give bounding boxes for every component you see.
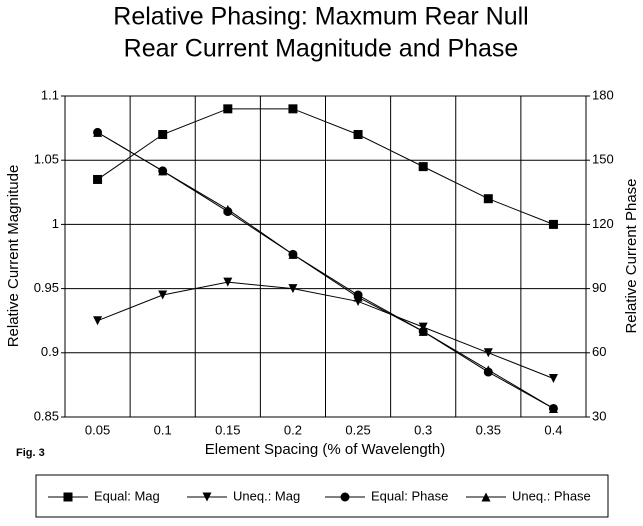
- data-point: [548, 219, 558, 229]
- chart-title: Rear Current Magnitude and Phase: [124, 35, 519, 63]
- x-tick-label: 0.4: [544, 422, 562, 437]
- data-point: [483, 365, 493, 375]
- y-tick-label: 0.95: [34, 280, 59, 295]
- data-point: [353, 292, 363, 302]
- data-point: [548, 403, 558, 413]
- legend-label: Equal: Mag: [94, 488, 160, 503]
- y2-tick-label: 180: [592, 87, 614, 102]
- x-axis-title: Element Spacing (% of Wavelength): [205, 441, 445, 458]
- legend-box: [35, 474, 609, 518]
- x-tick-label: 0.15: [215, 422, 240, 437]
- data-point: [418, 326, 428, 336]
- data-point: [158, 290, 168, 300]
- x-tick-label: 0.25: [345, 422, 370, 437]
- data-point: [483, 348, 493, 358]
- data-point: [353, 130, 363, 140]
- y2-tick-label: 60: [592, 344, 606, 359]
- chart-title: Relative Phasing: Maxmum Rear Null: [113, 3, 528, 31]
- series-line: [97, 108, 554, 225]
- x-tick-label: 0.1: [154, 422, 172, 437]
- data-point: [483, 194, 493, 204]
- legend-marker: [202, 492, 212, 502]
- data-point: [288, 104, 298, 114]
- y-tick-label: 1.05: [34, 152, 59, 167]
- y2-tick-label: 120: [592, 216, 614, 231]
- data-point: [223, 204, 233, 214]
- data-point: [158, 166, 168, 176]
- x-tick-label: 0.35: [476, 422, 501, 437]
- y-axis-title: Relative Current Magnitude: [5, 165, 22, 348]
- data-point: [93, 127, 103, 137]
- y2-axis-title: Relative Current Phase: [623, 178, 640, 333]
- data-point: [158, 130, 168, 140]
- legend-marker: [63, 492, 73, 502]
- legend-marker: [481, 492, 491, 502]
- data-point: [223, 104, 233, 114]
- legend-label: Uneq.: Mag: [233, 488, 300, 503]
- series-line: [97, 131, 554, 409]
- data-point: [93, 174, 103, 184]
- series-line: [97, 281, 554, 379]
- y-tick-label: 0.9: [41, 344, 59, 359]
- data-point: [288, 284, 298, 294]
- x-tick-label: 0.2: [284, 422, 302, 437]
- y2-tick-label: 150: [592, 152, 614, 167]
- x-tick-label: 0.05: [85, 422, 110, 437]
- legend-label: Uneq.: Phase: [512, 488, 591, 503]
- data-point: [548, 373, 558, 383]
- legend-marker: [340, 492, 350, 502]
- y-tick-label: 1.1: [41, 87, 59, 102]
- legend-label: Equal: Phase: [371, 488, 448, 503]
- data-point: [288, 249, 298, 259]
- y2-tick-label: 90: [592, 280, 606, 295]
- data-point: [93, 316, 103, 326]
- data-point: [223, 277, 233, 287]
- y-tick-label: 1: [52, 216, 59, 231]
- annotation: Fig. 3: [16, 447, 45, 459]
- y-tick-label: 0.85: [34, 408, 59, 423]
- data-point: [418, 162, 428, 172]
- y2-tick-label: 30: [592, 408, 606, 423]
- x-tick-label: 0.3: [414, 422, 432, 437]
